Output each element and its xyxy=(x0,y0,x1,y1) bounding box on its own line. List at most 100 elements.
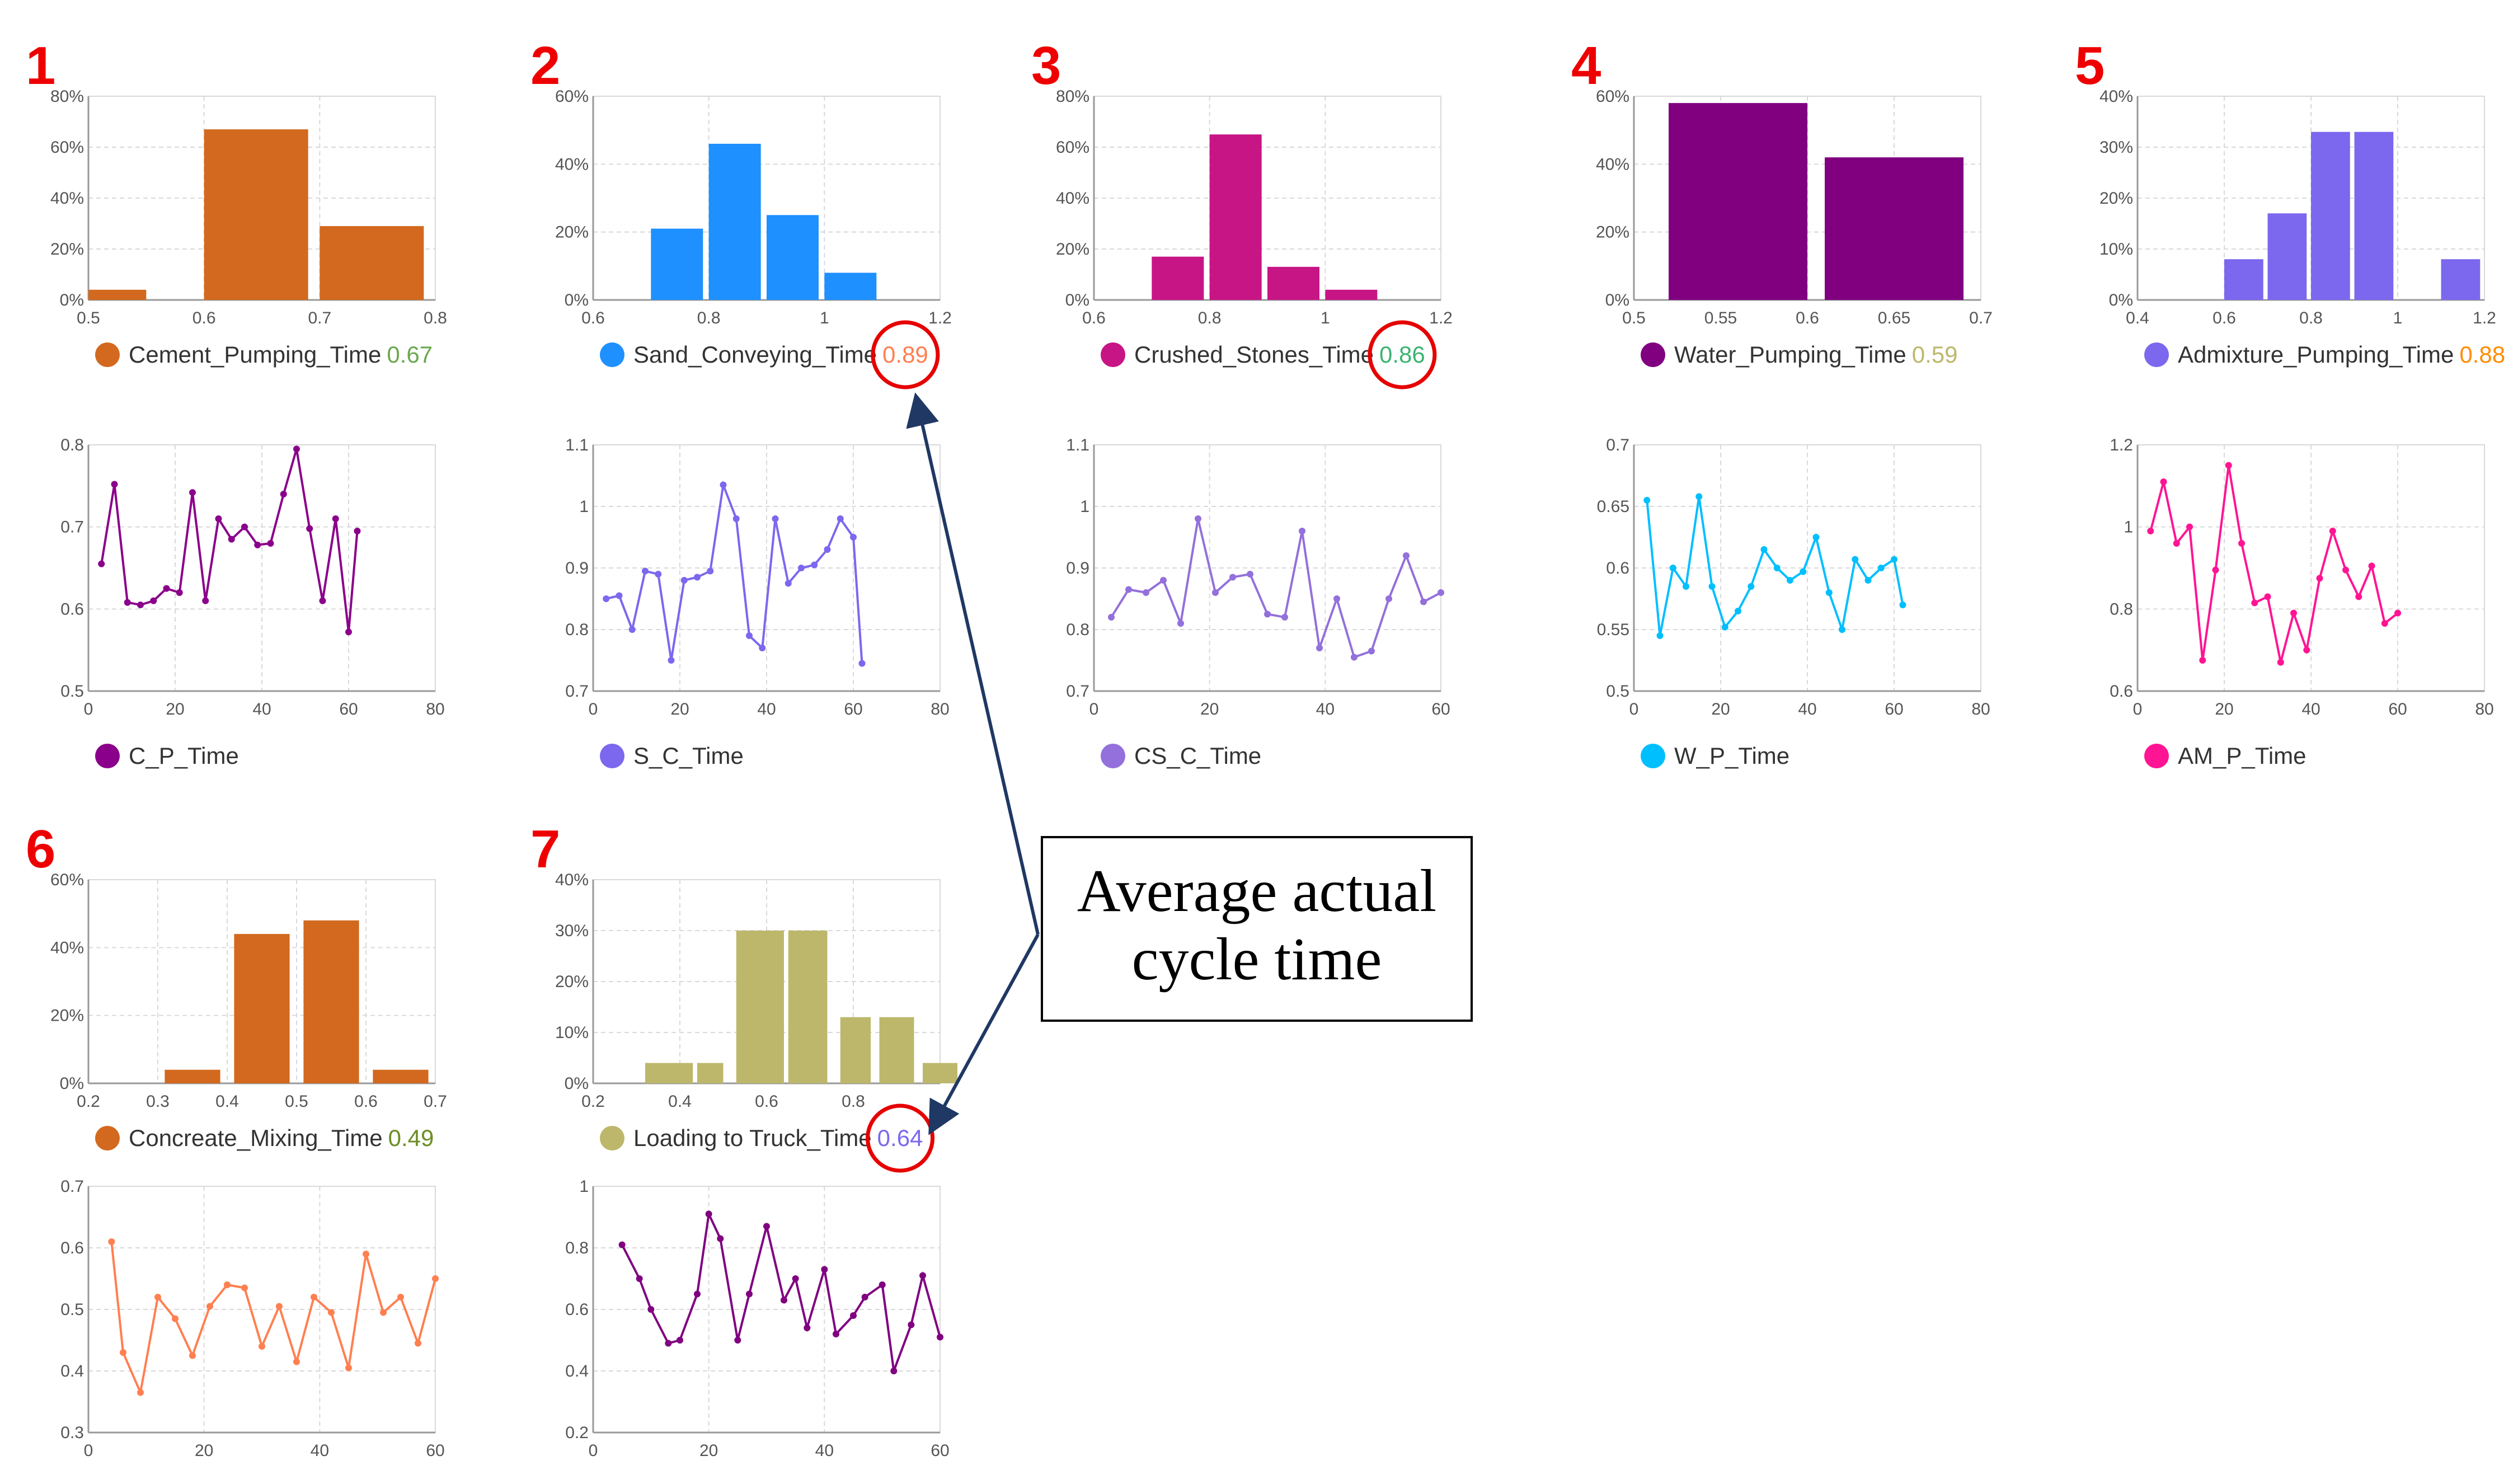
panel-number: 3 xyxy=(1031,36,1061,96)
data-point xyxy=(276,1303,283,1310)
data-point xyxy=(677,1337,683,1344)
data-point xyxy=(189,1352,196,1359)
data-point xyxy=(98,560,105,567)
x-tick-label: 40 xyxy=(815,1441,834,1460)
data-point xyxy=(202,597,209,604)
y-tick-label: 30% xyxy=(2099,138,2133,157)
x-tick-label: 20 xyxy=(1200,700,1219,718)
data-point xyxy=(720,481,727,489)
data-point xyxy=(618,1241,626,1248)
y-tick-label: 0.6 xyxy=(1606,559,1629,577)
x-tick-label: 40 xyxy=(1798,700,1816,718)
legend-swatch xyxy=(600,1126,624,1150)
data-point xyxy=(850,534,857,541)
y-tick-label: 20% xyxy=(50,240,84,259)
data-point xyxy=(137,602,144,608)
x-tick-label: 40 xyxy=(1316,700,1335,718)
data-point xyxy=(228,536,235,543)
y-tick-label: 60% xyxy=(1596,87,1629,106)
data-point xyxy=(1760,546,1768,553)
x-tick-label: 0.3 xyxy=(146,1092,170,1111)
y-tick-label: 0.8 xyxy=(2110,600,2133,618)
y-tick-label: 0.7 xyxy=(60,518,84,537)
x-tick-label: 0.6 xyxy=(192,309,216,327)
data-point xyxy=(293,1358,300,1365)
average-highlight-circle xyxy=(1368,320,1437,389)
x-tick-label: 0 xyxy=(84,700,93,718)
x-tick-label: 0 xyxy=(84,1441,93,1460)
y-tick-label: 0.9 xyxy=(1066,559,1089,577)
histogram-bar xyxy=(2267,213,2307,300)
y-tick-label: 40% xyxy=(555,155,589,173)
data-point xyxy=(2264,593,2271,600)
legend-swatch xyxy=(1641,342,1665,367)
data-point xyxy=(811,561,818,569)
x-tick-label: 0.65 xyxy=(1878,309,1910,327)
data-point xyxy=(858,660,866,667)
data-point xyxy=(1420,598,1427,605)
data-point xyxy=(1264,610,1271,618)
data-point xyxy=(1351,654,1358,661)
average-highlight-circle xyxy=(866,1103,935,1173)
legend-swatch xyxy=(95,1126,120,1150)
x-tick-label: 0.4 xyxy=(668,1092,692,1111)
data-point xyxy=(821,1266,828,1273)
histogram-bar xyxy=(2441,259,2481,300)
callout-text-line1: Average actual xyxy=(1077,858,1437,924)
data-point xyxy=(2251,599,2258,607)
y-tick-label: 0.7 xyxy=(565,682,589,701)
y-tick-label: 1.1 xyxy=(1066,436,1089,454)
data-point xyxy=(665,1340,672,1347)
data-point xyxy=(1160,577,1167,584)
y-tick-label: 0.8 xyxy=(565,1239,589,1257)
x-tick-label: 0.5 xyxy=(77,309,100,327)
data-point xyxy=(319,597,326,604)
x-tick-label: 0.6 xyxy=(354,1092,378,1111)
histogram-chart: 0.2 0.4 0.6 0.8 0% 10% 20% 30% 40% Loading to Tru… xyxy=(555,871,957,1173)
histogram-bar xyxy=(767,215,819,300)
data-point xyxy=(879,1281,886,1288)
average-value: 0.64 xyxy=(877,1125,923,1151)
histogram-bar xyxy=(204,129,308,300)
legend-swatch xyxy=(1101,342,1125,367)
panel-4: 4 0.5 0.55 0.6 0.65 0.7 0% 20% 40% 60% Water_Pumpi… xyxy=(1571,36,1993,769)
y-tick-label: 20% xyxy=(555,973,589,991)
data-point xyxy=(1825,589,1833,596)
y-tick-label: 0.7 xyxy=(60,1177,84,1196)
data-point xyxy=(311,1294,317,1300)
legend-label: Admixture_Pumping_Time xyxy=(2178,341,2454,368)
x-tick-label: 0.4 xyxy=(215,1092,239,1111)
y-tick-label: 0.7 xyxy=(1066,682,1089,701)
data-point xyxy=(781,1297,787,1304)
data-point xyxy=(120,1349,126,1356)
data-point xyxy=(224,1281,231,1288)
legend-label: Loading to Truck_Time xyxy=(633,1125,872,1151)
y-tick-label: 0% xyxy=(565,1074,589,1093)
series-line xyxy=(1110,518,1441,659)
histogram-chart: 0.6 0.8 1 1.2 0% 20% 40% 60% Sand_Conveying_Time… xyxy=(555,87,952,389)
data-point xyxy=(2381,620,2388,627)
average-value: 0.49 xyxy=(388,1125,434,1151)
x-tick-label: 0.6 xyxy=(581,309,605,327)
data-point xyxy=(2212,566,2219,574)
y-tick-label: 1.2 xyxy=(2110,436,2133,454)
data-point xyxy=(680,577,688,584)
data-point xyxy=(1864,577,1872,584)
data-point xyxy=(108,1238,115,1245)
histogram-bar xyxy=(651,228,703,300)
histogram-bar xyxy=(824,273,877,300)
x-tick-label: 60 xyxy=(844,700,862,718)
data-point xyxy=(267,540,274,547)
histogram-chart: 0.5 0.55 0.6 0.65 0.7 0% 20% 40% 60% Water_Pumpin… xyxy=(1596,87,1993,368)
y-tick-label: 10% xyxy=(555,1023,589,1042)
legend-label: Concreate_Mixing_Time xyxy=(129,1125,383,1151)
callout-border xyxy=(1041,836,1473,1022)
data-point xyxy=(345,628,352,636)
histogram-bar xyxy=(88,289,147,300)
data-point xyxy=(603,595,610,602)
x-tick-label: 0.8 xyxy=(424,309,447,327)
histogram-bar xyxy=(697,1063,724,1083)
legend-label: Water_Pumping_Time xyxy=(1674,341,1906,368)
data-point xyxy=(1773,565,1781,571)
data-point xyxy=(2394,609,2401,617)
